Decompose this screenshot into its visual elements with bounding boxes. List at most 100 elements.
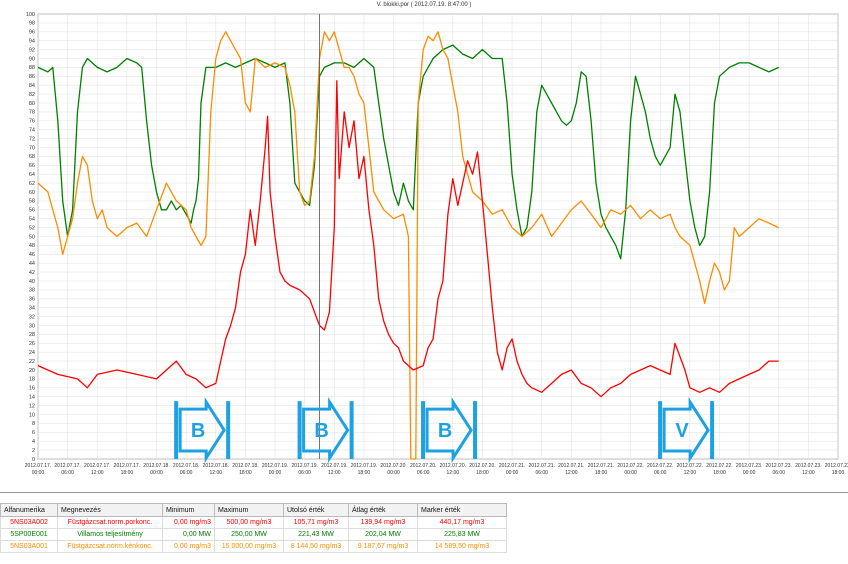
- cell-min: 0,00 mg/m3: [162, 516, 215, 529]
- x-tick-date: 2012.07.21.: [528, 463, 554, 469]
- x-tick-date: 2012.07.19.: [321, 463, 347, 469]
- cell-marker: 440,17 mg/m3: [417, 516, 507, 529]
- x-tick-date: 2012.07.18.: [203, 463, 229, 469]
- cell-avg: 139,94 mg/m3: [348, 516, 418, 529]
- y-tick-label: 10: [29, 412, 35, 418]
- legend-table: Alfanumerika Megnevezés Minimum Maximum …: [0, 503, 507, 553]
- x-tick-time: 00:00: [387, 470, 400, 476]
- x-tick-time: 18:00: [713, 470, 726, 476]
- x-tick-time: 06:00: [417, 470, 430, 476]
- annotation-B-marker[interactable]: B: [297, 397, 354, 464]
- x-tick-date: 2012.07.23.: [736, 463, 762, 469]
- cell-name: Füstgázcsat.norm.kénkonc.: [57, 540, 163, 553]
- y-tick-label: 60: [29, 190, 35, 196]
- y-tick-label: 78: [29, 110, 35, 116]
- header-utolso[interactable]: Utolsó érték: [283, 503, 349, 517]
- x-tick-time: 06:00: [180, 470, 193, 476]
- x-tick-time: 00:00: [506, 470, 519, 476]
- y-tick-label: 22: [29, 359, 35, 365]
- y-tick-label: 84: [29, 83, 35, 89]
- y-tick-label: 26: [29, 341, 35, 347]
- y-tick-label: 48: [29, 243, 35, 249]
- annotation-letter: B: [314, 420, 328, 442]
- y-tick-label: 90: [29, 56, 35, 62]
- x-tick-date: 2012.07.19.: [262, 463, 288, 469]
- header-alfanumerika[interactable]: Alfanumerika: [0, 503, 58, 517]
- header-marker[interactable]: Marker érték: [417, 503, 507, 517]
- x-tick-time: 00:00: [269, 470, 282, 476]
- x-tick-time: 00:00: [743, 470, 756, 476]
- header-minimum[interactable]: Minimum: [162, 503, 215, 517]
- x-tick-time: 12:00: [802, 470, 815, 476]
- x-tick-date: 2012.07.22.: [706, 463, 732, 469]
- x-tick-date: 2012.07.23.: [766, 463, 792, 469]
- annotation-B-marker[interactable]: B: [174, 397, 231, 464]
- x-tick-time: 06:00: [298, 470, 311, 476]
- y-tick-label: 32: [29, 314, 35, 320]
- x-tick-date: 2012.07.18.: [143, 463, 169, 469]
- y-tick-label: 70: [29, 145, 35, 151]
- y-tick-label: 28: [29, 332, 35, 338]
- x-tick-date: 2012.07.20.: [410, 463, 436, 469]
- cell-last: 221,43 MW: [283, 528, 349, 541]
- y-tick-label: 88: [29, 65, 35, 71]
- header-megnevezes[interactable]: Megnevezés: [57, 503, 163, 517]
- x-tick-time: 12:00: [684, 470, 697, 476]
- y-tick-label: 92: [29, 47, 35, 53]
- series-line-5NS03A001[interactable]: [37, 31, 779, 460]
- legend-row[interactable]: 5NS03A001 Füstgázcsat.norm.kénkonc. 0,00…: [0, 540, 507, 553]
- x-tick-date: 2012.07.20.: [380, 463, 406, 469]
- annotation-letter: V: [675, 420, 689, 442]
- y-tick-label: 94: [29, 39, 35, 45]
- header-atlag[interactable]: Átlag érték: [348, 503, 418, 517]
- y-tick-label: 14: [29, 395, 35, 401]
- cell-marker: 225,83 MW: [417, 528, 507, 541]
- y-tick-label: 36: [29, 297, 35, 303]
- x-tick-time: 06:00: [61, 470, 74, 476]
- x-tick-date: 2012.07.17.: [25, 463, 51, 469]
- header-maximum[interactable]: Maximum: [214, 503, 284, 517]
- annotation-B-marker[interactable]: B: [421, 397, 478, 464]
- x-tick-date: 2012.07.21.: [588, 463, 614, 469]
- x-tick-time: 00:00: [150, 470, 163, 476]
- chart-area[interactable]: 0246810121416182022242628303234363840424…: [0, 0, 848, 492]
- x-tick-time: 12:00: [447, 470, 460, 476]
- x-tick-date: 2012.07.17.: [54, 463, 80, 469]
- y-axis-ticks: 0246810121416182022242628303234363840424…: [26, 12, 35, 463]
- x-tick-time: 00:00: [32, 470, 45, 476]
- x-tick-date: 2012.07.18.: [173, 463, 199, 469]
- y-tick-label: 12: [29, 403, 35, 409]
- legend-row[interactable]: 5SP00E001 Villamos teljesítmény 0,00 MW …: [0, 528, 507, 541]
- y-tick-label: 0: [32, 457, 35, 463]
- x-tick-date: 2012.07.20.: [440, 463, 466, 469]
- legend-row[interactable]: 5NS03A002 Füstgázcsat.norm.porkonc. 0,00…: [0, 516, 507, 529]
- y-tick-label: 52: [29, 225, 35, 231]
- y-tick-label: 50: [29, 234, 35, 240]
- x-tick-time: 06:00: [535, 470, 548, 476]
- cell-last: 8 144,50 mg/m3: [283, 540, 349, 553]
- cell-code: 5NS03A001: [0, 540, 58, 553]
- x-tick-time: 12:00: [328, 470, 341, 476]
- x-tick-time: 18:00: [358, 470, 371, 476]
- y-tick-label: 4: [32, 439, 35, 445]
- x-tick-time: 12:00: [210, 470, 223, 476]
- x-tick-time: 18:00: [832, 470, 845, 476]
- annotation-V-marker[interactable]: V: [658, 397, 715, 464]
- cell-max: 15 000,00 mg/m3: [214, 540, 284, 553]
- cell-avg: 9 187,67 mg/m3: [348, 540, 418, 553]
- series-line-5NS03A002[interactable]: [37, 80, 779, 398]
- x-tick-date: 2012.07.22.: [617, 463, 643, 469]
- y-tick-label: 34: [29, 306, 35, 312]
- y-tick-label: 72: [29, 136, 35, 142]
- cell-name: Füstgázcsat.norm.porkonc.: [57, 516, 163, 529]
- y-tick-label: 82: [29, 92, 35, 98]
- y-tick-label: 6: [32, 430, 35, 436]
- y-tick-label: 8: [32, 421, 35, 427]
- y-tick-label: 74: [29, 128, 35, 134]
- x-tick-date: 2012.07.19.: [291, 463, 317, 469]
- y-tick-label: 46: [29, 252, 35, 258]
- y-tick-label: 16: [29, 386, 35, 392]
- cell-min: 0,00 mg/m3: [162, 540, 215, 553]
- y-tick-label: 40: [29, 279, 35, 285]
- y-tick-label: 20: [29, 368, 35, 374]
